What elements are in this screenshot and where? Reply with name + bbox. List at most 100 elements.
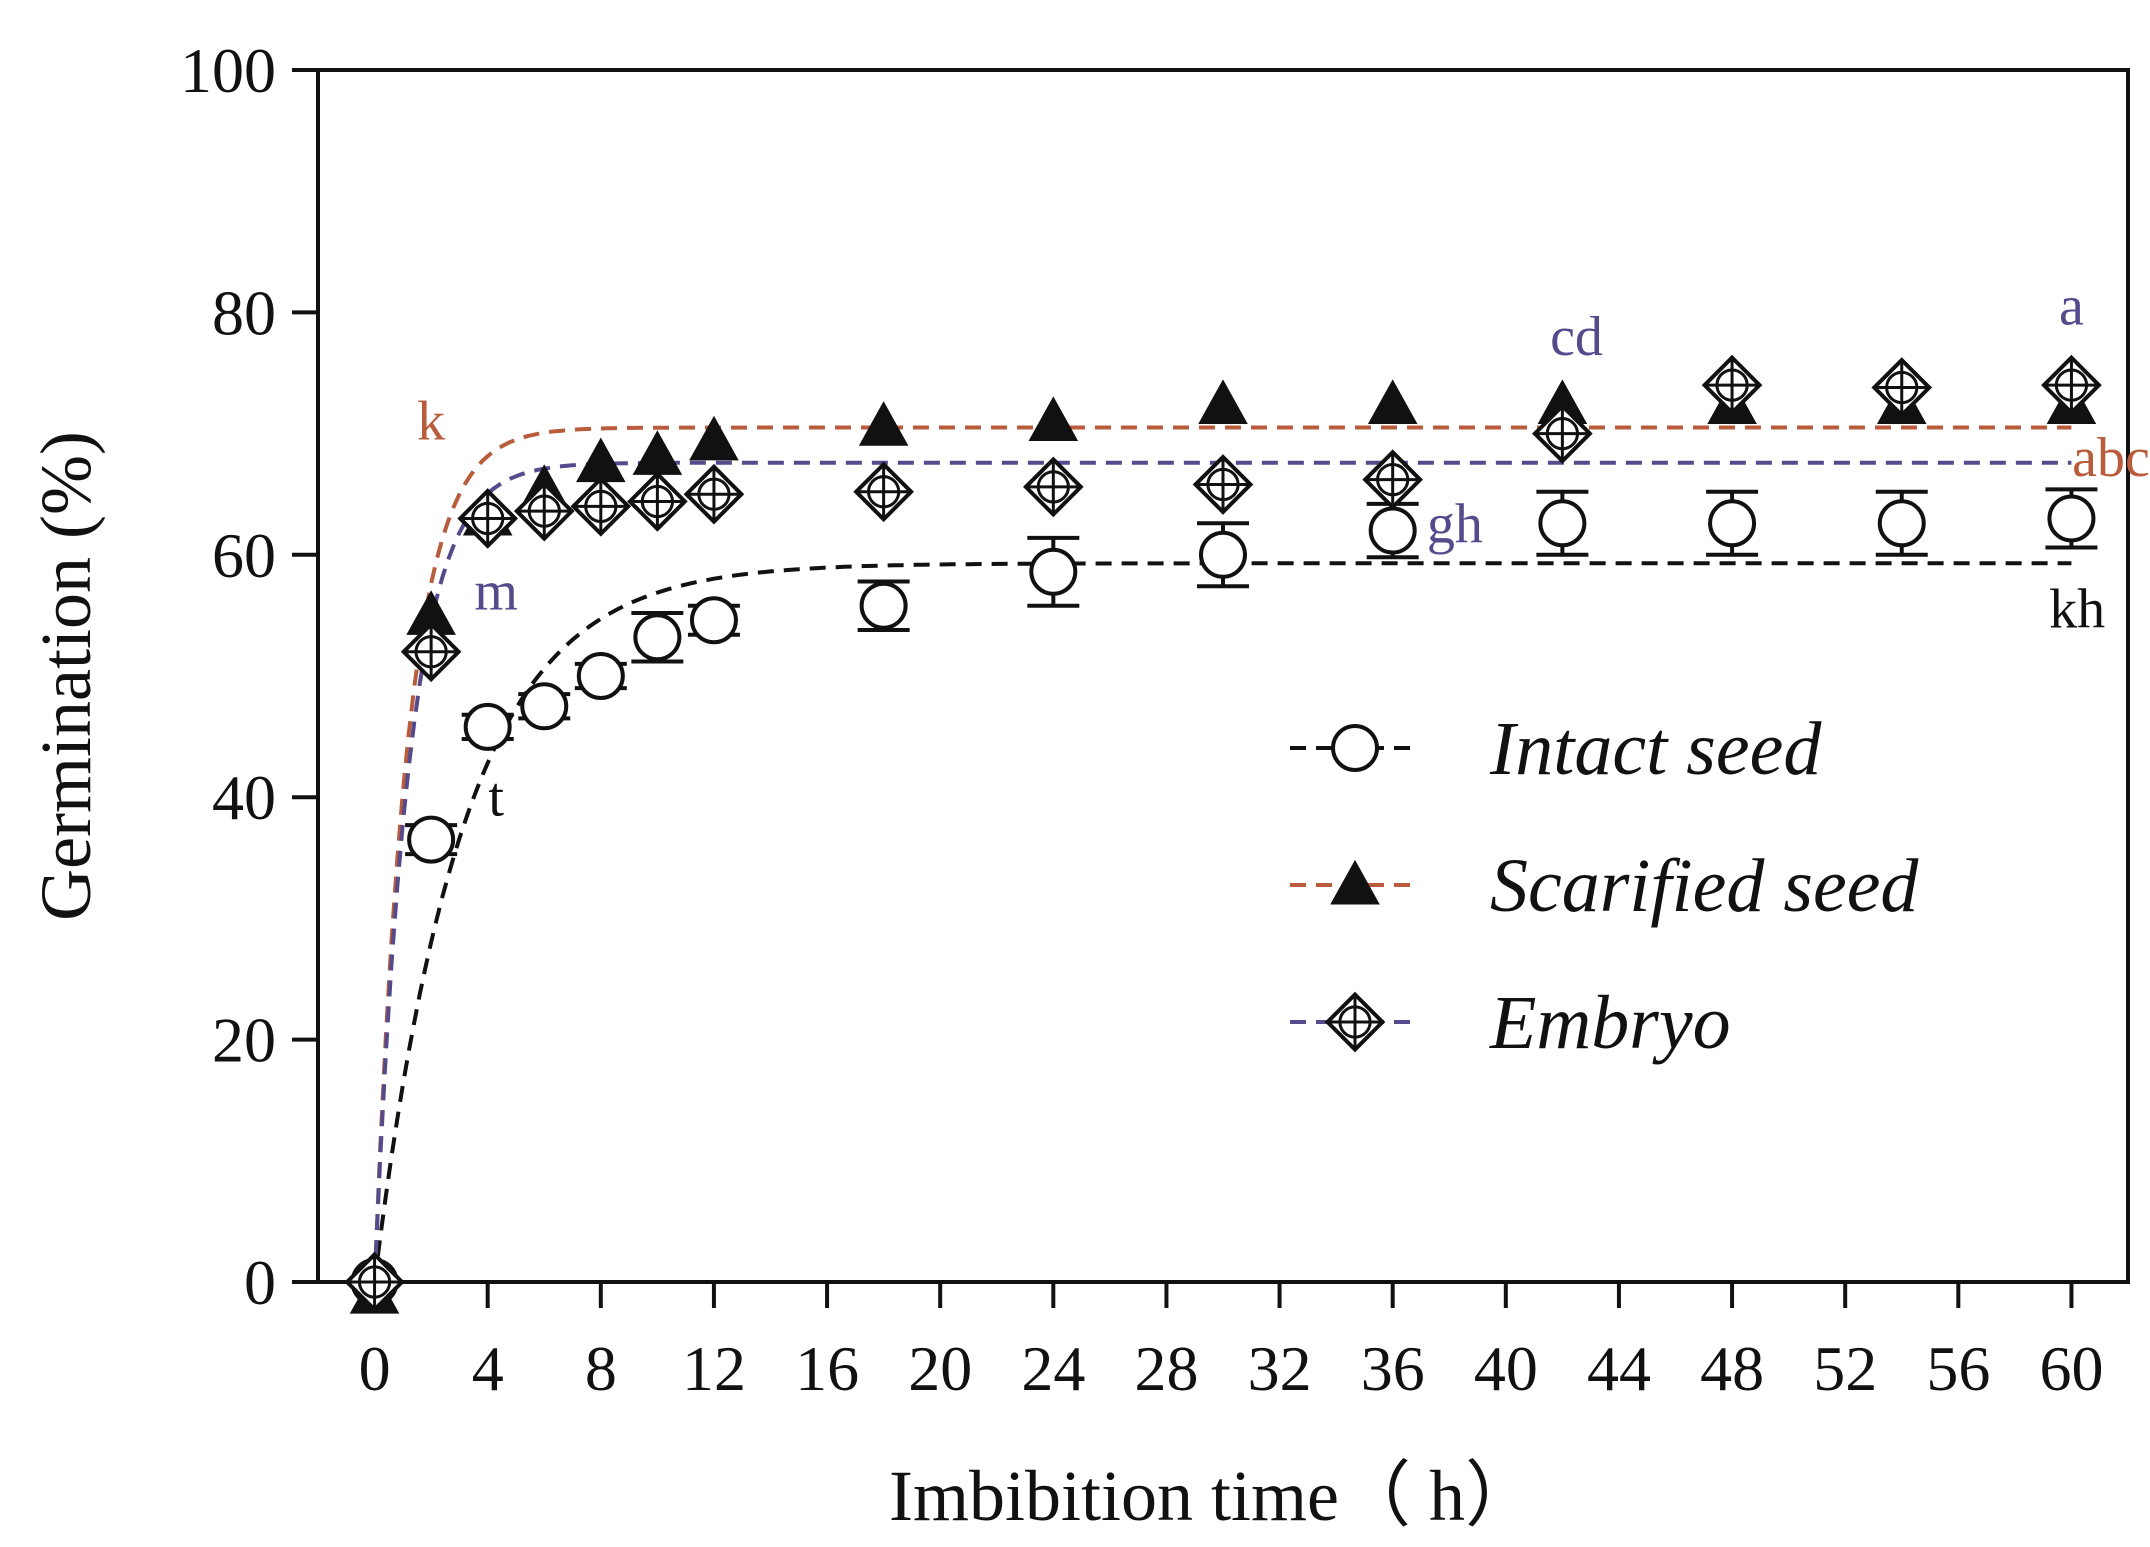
- x-tick-label: 44: [1587, 1333, 1651, 1404]
- scarified-seed-point: [632, 430, 683, 475]
- x-tick-label: 28: [1134, 1333, 1198, 1404]
- x-tick-label: 40: [1474, 1333, 1538, 1404]
- intact-seed-point: [689, 596, 738, 645]
- x-tick-label: 52: [1813, 1333, 1877, 1404]
- y-tick-label: 100: [180, 35, 276, 106]
- embryo-point: [627, 471, 688, 532]
- intact-seed-point: [1029, 547, 1078, 596]
- annotation-kh: kh: [2049, 579, 2105, 641]
- legend-label: Embryo: [1489, 981, 1731, 1065]
- annotation-a: a: [2059, 276, 2084, 338]
- embryo-point: [1022, 456, 1084, 518]
- fit-curve-1: [372, 561, 2072, 1283]
- embryo-point: [1362, 449, 1424, 510]
- intact-seed-point: [463, 702, 512, 751]
- x-tick-label: 56: [1926, 1333, 1990, 1404]
- embryo-point: [400, 621, 462, 683]
- circle-marker-shape: [2047, 494, 2096, 543]
- annotation-t: t: [488, 766, 504, 828]
- intact-seed-point: [1708, 499, 1757, 548]
- x-tick-label: 0: [359, 1333, 391, 1404]
- circle-marker-shape: [1029, 547, 1078, 596]
- intact-seed-point: [520, 682, 569, 731]
- embryo-point: [570, 475, 632, 537]
- embryo-point: [1871, 357, 1933, 418]
- circle-marker-shape: [859, 581, 908, 630]
- triangle-marker-shape: [1367, 379, 1418, 424]
- x-axis-title: Imbibition time（ h）: [889, 1456, 1537, 1536]
- embryo-point: [457, 488, 519, 549]
- x-tick-label: 20: [908, 1333, 972, 1404]
- x-tick-label: 24: [1021, 1333, 1085, 1404]
- x-tick-label: 60: [2039, 1333, 2103, 1404]
- embryo-point: [2041, 354, 2102, 416]
- triangle-marker-shape: [632, 430, 683, 475]
- circle-marker-shape: [1708, 499, 1757, 548]
- intact-seed-point: [1199, 530, 1247, 579]
- y-tick-label: 20: [212, 1005, 276, 1076]
- intact-seed-point: [1538, 499, 1587, 548]
- x-tick-label: 36: [1361, 1333, 1425, 1404]
- intact-seed-point: [2047, 494, 2096, 543]
- circle-marker-shape: [407, 815, 456, 864]
- intact-seed-point: [576, 652, 625, 700]
- fit-curve-2: [372, 425, 2072, 1283]
- embryo-point: [683, 463, 745, 525]
- embryo-point: [1532, 403, 1593, 464]
- circle-marker-shape: [1538, 499, 1587, 548]
- annotation-k: k: [417, 391, 445, 453]
- annotation-m: m: [474, 560, 518, 622]
- scarified-seed-point: [1028, 396, 1079, 441]
- y-tick-label: 80: [212, 277, 276, 348]
- circle-marker-shape: [1199, 530, 1247, 579]
- x-tick-label: 12: [682, 1333, 746, 1404]
- y-tick-label: 40: [212, 762, 276, 833]
- intact-seed-point: [633, 613, 682, 662]
- embryo-point: [1192, 454, 1254, 515]
- x-tick-label: 8: [585, 1333, 617, 1404]
- embryo-point: [853, 461, 914, 523]
- legend-item-scarified-seed: Scarified seed: [1290, 844, 1919, 928]
- legend-marker: [1331, 724, 1379, 772]
- triangle-marker-shape: [858, 401, 909, 446]
- scarified-seed-point: [689, 415, 739, 461]
- y-tick-label: 0: [244, 1247, 276, 1318]
- plot-frame: [316, 68, 2130, 1284]
- scarified-seed-point: [1367, 379, 1418, 424]
- legend-item-intact-seed: Intact seed: [1290, 707, 1822, 791]
- legend-marker: [1330, 859, 1380, 905]
- scarified-seed-point: [576, 437, 626, 483]
- intact-seed-point: [407, 815, 456, 864]
- scarified-seed-point: [858, 401, 909, 446]
- circle-marker-shape: [1877, 499, 1926, 548]
- x-tick-label: 32: [1248, 1333, 1312, 1404]
- y-axis-title: Germination (%): [26, 431, 106, 921]
- intact-seed-point: [859, 581, 908, 630]
- x-tick-label: 48: [1700, 1333, 1764, 1404]
- legend-label: Intact seed: [1489, 707, 1822, 791]
- circle-marker-shape: [520, 682, 569, 731]
- circle-marker-shape: [633, 613, 682, 662]
- x-tick-label: 16: [795, 1333, 859, 1404]
- triangle-marker-shape: [1330, 859, 1380, 905]
- embryo-point: [513, 480, 575, 542]
- circle-marker-shape: [1331, 724, 1379, 772]
- triangle-marker-shape: [1028, 396, 1079, 441]
- triangle-marker-shape: [1198, 379, 1248, 424]
- annotation-cd: cd: [1550, 306, 1603, 368]
- annotation-gh: gh: [1427, 494, 1483, 556]
- circle-marker-shape: [576, 652, 625, 700]
- circle-marker-shape: [1368, 506, 1417, 555]
- legend-item-embryo: Embryo: [1290, 981, 1731, 1065]
- y-tick-label: 60: [212, 520, 276, 591]
- triangle-marker-shape: [689, 415, 739, 461]
- embryo-point: [344, 1251, 405, 1313]
- intact-seed-point: [1368, 506, 1417, 555]
- circle-marker-shape: [463, 702, 512, 751]
- legend-marker: [1324, 991, 1386, 1053]
- scarified-seed-point: [1198, 379, 1248, 424]
- triangle-marker-shape: [576, 437, 626, 483]
- annotation-abc: abc: [2072, 427, 2150, 489]
- circle-marker-shape: [689, 596, 738, 645]
